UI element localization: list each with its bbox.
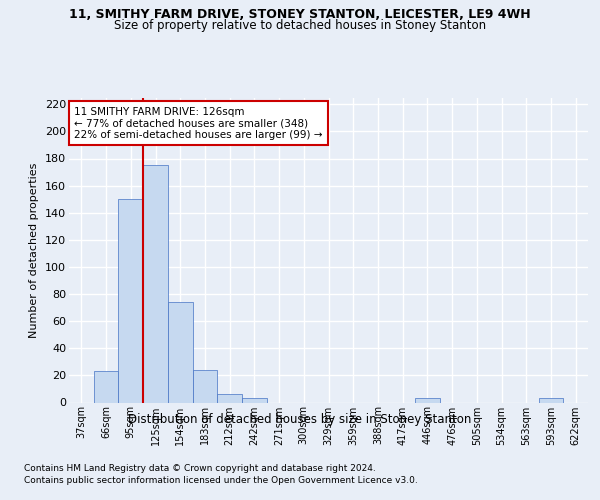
Text: Contains public sector information licensed under the Open Government Licence v3: Contains public sector information licen… xyxy=(24,476,418,485)
Y-axis label: Number of detached properties: Number of detached properties xyxy=(29,162,40,338)
Text: Distribution of detached houses by size in Stoney Stanton: Distribution of detached houses by size … xyxy=(128,412,472,426)
Text: 11 SMITHY FARM DRIVE: 126sqm
← 77% of detached houses are smaller (348)
22% of s: 11 SMITHY FARM DRIVE: 126sqm ← 77% of de… xyxy=(74,106,323,140)
Bar xyxy=(193,370,217,402)
Bar xyxy=(415,398,440,402)
Text: Contains HM Land Registry data © Crown copyright and database right 2024.: Contains HM Land Registry data © Crown c… xyxy=(24,464,376,473)
Bar xyxy=(168,302,193,402)
Bar xyxy=(143,166,168,402)
Bar xyxy=(94,372,118,402)
Bar xyxy=(217,394,242,402)
Bar xyxy=(118,199,143,402)
Text: Size of property relative to detached houses in Stoney Stanton: Size of property relative to detached ho… xyxy=(114,18,486,32)
Bar xyxy=(539,398,563,402)
Text: 11, SMITHY FARM DRIVE, STONEY STANTON, LEICESTER, LE9 4WH: 11, SMITHY FARM DRIVE, STONEY STANTON, L… xyxy=(69,8,531,20)
Bar xyxy=(242,398,267,402)
